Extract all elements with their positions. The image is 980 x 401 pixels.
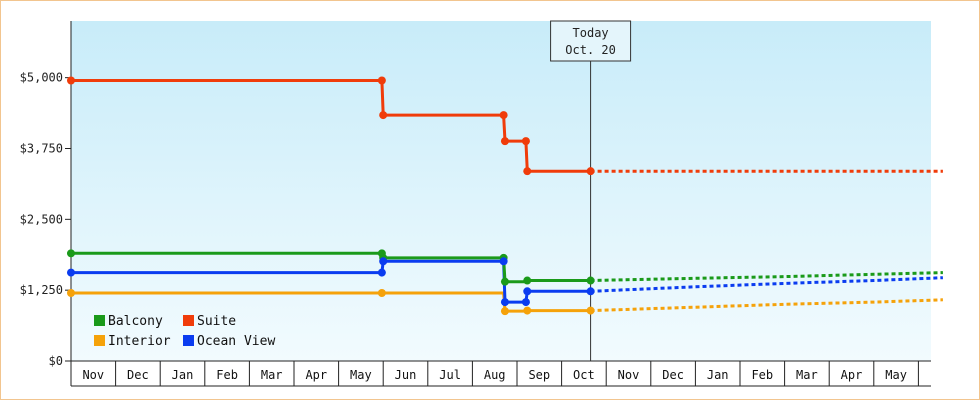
plot-background [71,21,931,361]
data-point [523,167,532,176]
y-tick-label: $3,750 [20,142,63,156]
data-point [586,276,595,285]
data-point [500,307,509,316]
data-point [379,257,388,266]
today-box [550,20,632,62]
y-tick-label: $5,000 [20,71,63,85]
month-label: May [885,368,907,382]
data-point [521,137,530,146]
month-label: Jan [707,368,729,382]
legend: Balcony Suite Interior Ocean View [94,314,275,349]
month-label: Jul [439,368,461,382]
month-label: Dec [127,368,149,382]
month-label: May [350,368,372,382]
x-axis: Nov Dec Jan Feb Mar Apr May Jun Jul Aug Sep Oct Nov D… [70,360,931,387]
month-label: Mar [261,368,283,382]
month-label: Nov [618,368,640,382]
legend-label: Suite [197,314,236,329]
legend-label: Balcony [108,314,163,329]
data-point [67,249,75,258]
y-tick-label: $0 [49,354,63,368]
data-point [586,167,595,176]
month-label: Feb [216,368,238,382]
month-label: Apr [841,368,863,382]
data-point [586,306,595,315]
data-point [377,76,386,85]
data-point [377,289,386,297]
month-label: Aug [484,368,506,382]
today-date: Oct. 20 [565,43,616,57]
data-point [377,268,386,277]
data-point [523,306,532,315]
legend-swatch [94,315,105,326]
data-point [67,289,75,297]
data-point [67,268,75,277]
legend-label: Ocean View [197,334,275,349]
data-point [523,276,532,285]
data-point [500,277,509,286]
data-point [521,298,530,307]
month-label: Jun [395,368,417,382]
data-point [523,287,532,296]
today-label: Today [573,26,609,40]
month-label: Feb [751,368,773,382]
y-tick-label: $1,250 [20,283,63,297]
y-axis: $0 $1,250 $2,500 $3,750 $5,000 [20,21,72,368]
data-point [499,111,508,120]
series-lines [67,76,943,316]
data-point [499,257,508,266]
data-point [586,287,595,296]
month-label: Oct [573,368,595,382]
month-label: Apr [305,368,327,382]
month-label: Mar [796,368,818,382]
legend-swatch [183,335,194,346]
data-point [379,111,388,120]
month-label: Nov [82,368,104,382]
data-point [500,137,509,146]
month-label: Dec [662,368,684,382]
legend-swatch [94,335,105,346]
legend-label: Interior [108,334,171,349]
legend-swatch [183,315,194,326]
series-line-suite [71,79,591,173]
month-label: Jan [172,368,194,382]
data-point [67,76,75,85]
y-tick-label: $2,500 [20,212,63,226]
data-point [500,298,509,307]
month-label: Sep [528,368,550,382]
